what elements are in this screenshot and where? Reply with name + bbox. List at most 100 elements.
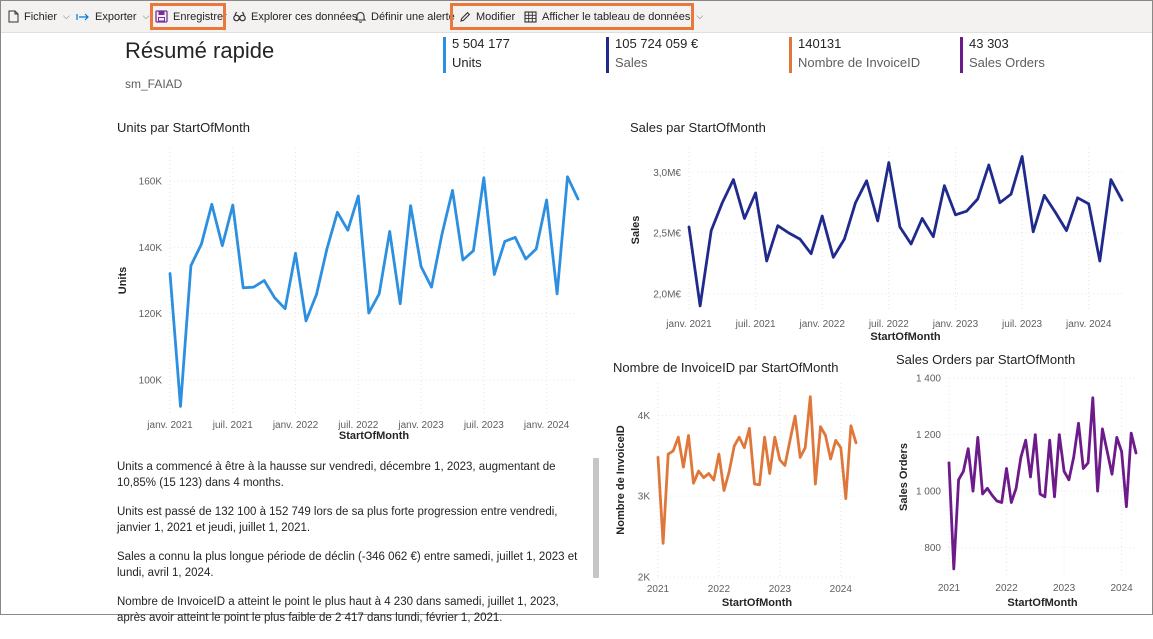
data-point bbox=[957, 478, 960, 482]
data-point bbox=[482, 176, 486, 180]
save-icon bbox=[155, 10, 168, 23]
data-point bbox=[262, 279, 266, 282]
data-point bbox=[1062, 470, 1066, 473]
kpi-sales-orders[interactable]: 43 303 Sales Orders bbox=[960, 35, 1045, 73]
save-highlight-box bbox=[150, 3, 226, 30]
data-point bbox=[738, 435, 741, 439]
show-data-table-button[interactable]: Afficher le tableau de données ⌵ bbox=[524, 1, 703, 32]
data-point bbox=[336, 211, 339, 214]
edit-label: Modifier bbox=[476, 10, 516, 23]
explore-button[interactable]: Explorer ces données bbox=[233, 1, 357, 32]
y-axis-title: Units bbox=[117, 267, 129, 295]
data-point bbox=[440, 232, 444, 236]
export-menu-label: Exporter bbox=[95, 10, 137, 23]
data-point bbox=[839, 446, 842, 449]
data-point bbox=[566, 175, 569, 179]
data-point bbox=[887, 161, 891, 164]
data-point bbox=[1014, 487, 1018, 490]
kpi-value: 105 724 059 € bbox=[615, 36, 699, 51]
y-tick-label: 100K bbox=[139, 375, 163, 386]
data-point bbox=[954, 213, 957, 217]
data-point bbox=[732, 444, 736, 448]
data-point bbox=[798, 237, 802, 241]
kpi-color-bar bbox=[789, 37, 792, 73]
kpi-label: Units bbox=[452, 55, 482, 70]
y-axis-title: Sales Orders bbox=[898, 443, 910, 511]
data-point bbox=[814, 482, 817, 486]
orders-chart-title: Sales Orders par StartOfMonth bbox=[896, 352, 1076, 367]
data-point bbox=[804, 446, 807, 449]
data-point bbox=[849, 424, 853, 428]
kpi-color-bar bbox=[443, 37, 446, 73]
data-point bbox=[778, 458, 782, 461]
data-point bbox=[1087, 202, 1090, 206]
data-point bbox=[763, 435, 766, 439]
kpi-invoice-count[interactable]: 140131 Nombre de InvoiceID bbox=[789, 35, 920, 73]
data-point bbox=[788, 439, 792, 442]
data-point bbox=[844, 497, 848, 500]
data-point bbox=[748, 427, 751, 430]
data-point bbox=[819, 425, 822, 428]
save-button[interactable]: Enregistrer bbox=[155, 1, 227, 32]
data-point bbox=[388, 230, 391, 233]
data-point bbox=[707, 472, 710, 475]
chevron-down-icon: ⌵ bbox=[142, 11, 150, 21]
x-tick-label: 2021 bbox=[938, 583, 961, 594]
y-tick-label: 800 bbox=[924, 543, 941, 554]
edit-button[interactable]: Modifier bbox=[459, 1, 515, 32]
data-point bbox=[315, 293, 318, 296]
kpi-units[interactable]: 5 504 177 Units bbox=[443, 35, 510, 73]
invoice-chart-title: Nombre de InvoiceID par StartOfMonth bbox=[613, 360, 839, 375]
page-title: Résumé rapide bbox=[125, 38, 275, 63]
x-tick-label: janv. 2022 bbox=[799, 319, 846, 330]
data-point bbox=[1106, 450, 1109, 453]
data-point bbox=[687, 225, 691, 229]
narrative-scrollbar[interactable] bbox=[593, 458, 599, 578]
data-point bbox=[712, 478, 716, 482]
invoice-line-chart[interactable]: 2K 3K 4K 2021 2022 2023 2024 StartOfMonth Nombre… bbox=[610, 375, 875, 613]
data-point bbox=[656, 456, 660, 459]
units-line-chart[interactable]: 100K 120K 140K 160K janv. 2021 juil. 2021 janv… bbox=[112, 140, 592, 455]
file-menu[interactable]: Fichier ⌵ bbox=[8, 1, 70, 32]
y-tick-label: 1 400 bbox=[916, 374, 941, 385]
x-axis-title: StartOfMonth bbox=[339, 430, 410, 442]
narrative-paragraph: Units est passé de 132 100 à 152 749 lor… bbox=[117, 506, 558, 534]
data-point bbox=[346, 228, 350, 232]
y-axis-title: Nombre de InvoiceID bbox=[615, 425, 627, 534]
data-point bbox=[965, 209, 968, 213]
y-tick-label: 2,5M€ bbox=[653, 229, 681, 240]
export-menu[interactable]: Exporter ⌵ bbox=[76, 1, 149, 32]
sales-line-chart[interactable]: 2,0M€ 2,5M€ 3,0M€ janv. 2021 juil. 2021 janv.… bbox=[625, 140, 1150, 345]
narrative-paragraph: Nombre de InvoiceID a atteint le point l… bbox=[117, 596, 559, 624]
x-tick-label: 2022 bbox=[708, 584, 731, 595]
set-alert-button[interactable]: Définir une alerte bbox=[355, 1, 455, 32]
data-point bbox=[909, 242, 913, 246]
data-point bbox=[503, 240, 506, 243]
x-tick-label: juil. 2023 bbox=[1001, 319, 1042, 330]
x-tick-label: 2024 bbox=[1110, 583, 1133, 594]
data-point bbox=[304, 319, 308, 323]
data-point bbox=[1020, 155, 1024, 158]
data-point bbox=[798, 456, 802, 459]
data-point bbox=[1115, 436, 1119, 439]
x-tick-label: janv. 2023 bbox=[397, 420, 444, 431]
edit-table-highlight-box bbox=[450, 3, 694, 30]
orders-line-chart[interactable]: 800 1 000 1 200 1 400 2021 2022 2023 2024 StartO… bbox=[893, 368, 1150, 613]
data-point bbox=[430, 285, 433, 289]
x-tick-label: 2022 bbox=[995, 583, 1018, 594]
x-tick-label: 2023 bbox=[1053, 583, 1076, 594]
data-point bbox=[832, 256, 835, 259]
x-tick-label: janv. 2022 bbox=[272, 420, 319, 431]
data-point bbox=[692, 482, 695, 485]
y-tick-label: 2K bbox=[638, 573, 651, 584]
y-axis-title: Sales bbox=[630, 216, 642, 245]
data-point bbox=[952, 567, 955, 571]
data-point bbox=[189, 264, 193, 267]
data-point bbox=[976, 436, 979, 439]
data-point bbox=[1098, 259, 1101, 263]
data-point bbox=[743, 217, 746, 220]
kpi-color-bar bbox=[960, 37, 963, 73]
kpi-sales[interactable]: 105 724 059 € Sales bbox=[606, 35, 699, 73]
data-point bbox=[1053, 495, 1056, 498]
data-point bbox=[1096, 489, 1099, 493]
